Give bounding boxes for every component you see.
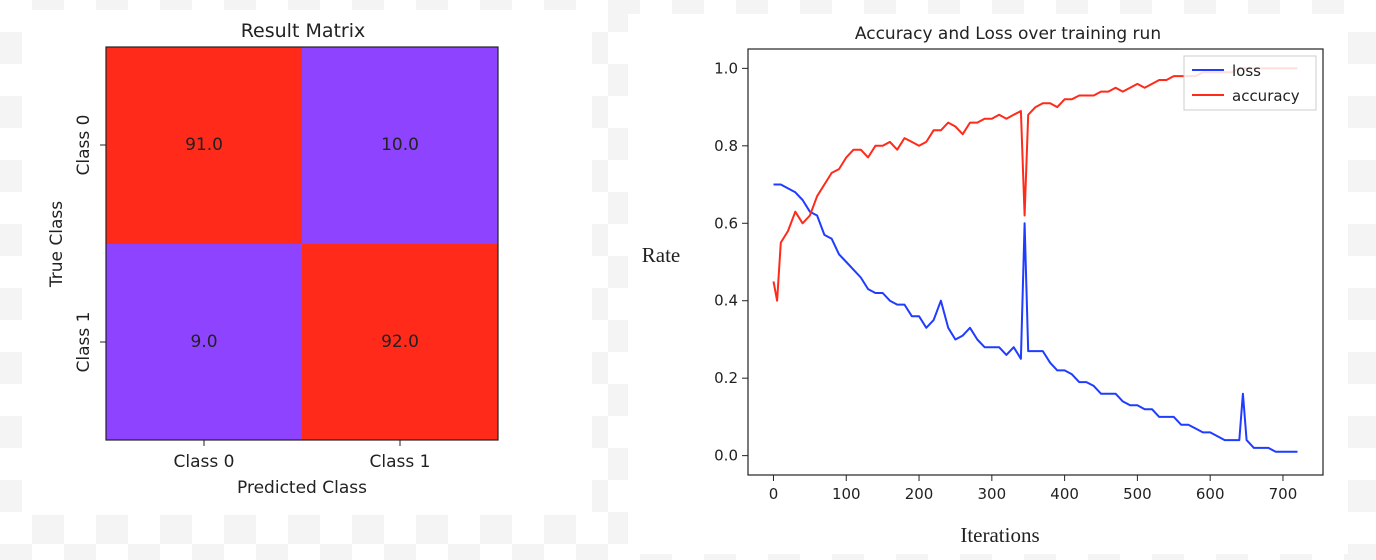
- lc-xtick-label-2: 200: [905, 485, 934, 503]
- training-chart-panel: Accuracy and Loss over training run 0 100…: [628, 14, 1348, 554]
- lc-xtick-label-3: 300: [978, 485, 1007, 503]
- lc-xtick-label-5: 500: [1123, 485, 1152, 503]
- lc-series-loss: [773, 183, 1298, 453]
- lc-ytick-label-4: 0.8: [714, 137, 738, 155]
- lc-legend-label-loss: loss: [1232, 62, 1261, 80]
- cm-title: Result Matrix: [241, 20, 366, 42]
- confusion-matrix-panel: Result Matrix 91.0 10.0 9.0 92.0 Class 0…: [22, 10, 592, 515]
- cm-cell-0-0: [106, 47, 302, 244]
- lc-ytick-label-2: 0.4: [714, 292, 738, 310]
- confusion-matrix-chart: Result Matrix 91.0 10.0 9.0 92.0 Class 0…: [47, 20, 499, 498]
- lc-plot-frame: [747, 48, 1324, 476]
- lc-xtick-label-1: 100: [832, 485, 861, 503]
- cm-cell-1-0: [106, 244, 302, 440]
- lc-xtick-label-7: 700: [1269, 485, 1298, 503]
- cm-ylabel: True Class: [47, 201, 67, 288]
- cm-frame: [105, 46, 499, 441]
- lc-ytick-label-5: 1.0: [714, 59, 738, 77]
- cm-value-0-1: 10.0: [381, 135, 419, 155]
- cm-xtick-label-0: Class 0: [174, 452, 235, 472]
- training-line-chart: Accuracy and Loss over training run 0 100…: [642, 24, 1324, 547]
- cm-cell-0-1: [302, 47, 498, 244]
- lc-legend-box: [1183, 55, 1317, 111]
- lc-ylabel: Rate: [642, 243, 680, 267]
- cm-value-0-0: 91.0: [185, 135, 223, 155]
- cm-xtick-label-1: Class 1: [370, 452, 431, 472]
- cm-value-1-1: 92.0: [381, 332, 419, 352]
- lc-ytick-label-3: 0.6: [714, 214, 738, 232]
- lc-xlabel: Iterations: [960, 523, 1039, 547]
- cm-cell-1-1: [302, 244, 498, 440]
- lc-legend-label-accuracy: accuracy: [1232, 87, 1300, 105]
- lc-xtick-label-6: 600: [1196, 485, 1225, 503]
- lc-legend: loss accuracy: [1183, 55, 1317, 111]
- cm-ytick-label-1: Class 1: [74, 312, 94, 373]
- lc-title: Accuracy and Loss over training run: [855, 24, 1161, 44]
- cm-ytick-label-0: Class 0: [74, 115, 94, 176]
- lc-ticks: 0 100 200 300 400 500 600 700 0.0 0.2 0.4 0.6 0.8 1.0: [714, 59, 1297, 503]
- lc-xtick-label-0: 0: [769, 485, 779, 503]
- cm-xlabel: Predicted Class: [237, 478, 367, 498]
- lc-xtick-label-4: 400: [1050, 485, 1079, 503]
- lc-ytick-label-0: 0.0: [714, 447, 738, 465]
- cm-value-1-0: 9.0: [190, 332, 217, 352]
- lc-ytick-label-1: 0.2: [714, 369, 738, 387]
